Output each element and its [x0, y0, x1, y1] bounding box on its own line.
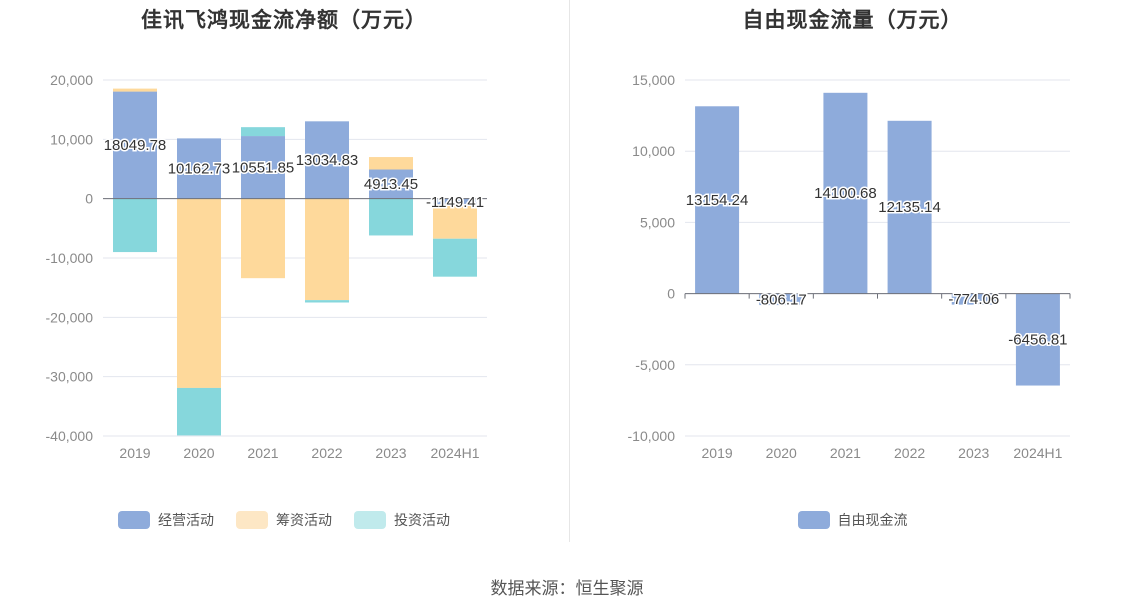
bar-自由现金流-2022: [887, 120, 932, 294]
bar-筹资活动-2020: [177, 198, 221, 388]
bar-经营活动-2019: [113, 91, 157, 199]
bar-投资活动-2023: [369, 198, 413, 236]
y-tick-label: -30,000: [46, 369, 94, 385]
data-label: 10162.73: [168, 161, 231, 178]
data-label: 14100.68: [814, 185, 877, 202]
bar-投资活动-2021: [241, 127, 285, 137]
y-tick-label: -10,000: [46, 250, 94, 266]
data-label: -806.17: [756, 291, 807, 308]
left-chart-svg: 20,000 10,000 0 -10,000 -20,000 -30,000 -40,00…: [46, 72, 487, 461]
legend-item-operating[interactable]: 经营活动: [118, 510, 214, 530]
bar-筹资活动-2019: [113, 88, 157, 92]
data-label: 12135.14: [878, 199, 941, 216]
legend-swatch-operating: [118, 511, 150, 529]
bar-自由现金流-2020: [759, 293, 804, 306]
data-label: 10551.85: [232, 159, 295, 176]
x-tick-label: 2022: [311, 445, 342, 461]
bar-筹资活动-2022: [305, 198, 349, 301]
bar-筹资活动-2021: [241, 198, 285, 279]
legend-swatch-free-cash-flow: [797, 511, 830, 529]
y-tick-label: 20,000: [50, 72, 93, 88]
bar-筹资活动-2024H1: [433, 205, 477, 239]
bar-经营活动-2020: [177, 138, 221, 199]
bar-自由现金流-2021: [823, 92, 868, 294]
bar-经营活动-2022: [305, 121, 349, 199]
legend-label-financing: 筹资活动: [276, 512, 332, 528]
bar-经营活动-2021: [241, 136, 285, 199]
left-chart-title: 佳讯飞鸿现金流净额（万元）: [141, 9, 427, 32]
x-tick-label: 2021: [247, 445, 278, 461]
x-tick-label: 2021: [830, 445, 861, 461]
right-chart-title: 自由现金流量（万元）: [742, 9, 963, 32]
legend-label-free-cash-flow: 自由现金流: [837, 512, 908, 528]
x-tick-label: 2023: [375, 445, 406, 461]
x-tick-label: 2019: [119, 445, 150, 461]
legend-item-investing[interactable]: 投资活动: [354, 510, 450, 530]
right-chart-svg: 15,000 10,000 5,000 0 -5,000 -10,000 2019 2020 2…: [628, 72, 1071, 461]
bar-经营活动-2024H1: [433, 198, 477, 206]
legend-swatch-investing: [354, 511, 386, 529]
data-label: 13034.83: [296, 152, 359, 169]
data-label: -6456.81: [1008, 332, 1067, 349]
bar-自由现金流-2024H1: [1015, 293, 1060, 386]
x-tick-label: 2023: [958, 445, 989, 461]
bar-自由现金流-2019: [695, 106, 740, 294]
right-chart-panel: 自由现金流量（万元） 15,000 10,000 5,000 0 -5,000 -10,0…: [571, 0, 1134, 545]
legend-label-operating: 经营活动: [158, 512, 214, 528]
y-tick-label: -20,000: [46, 309, 94, 325]
data-label: 13154.24: [686, 192, 749, 209]
y-tick-label: -10,000: [628, 428, 676, 444]
y-tick-label: -5,000: [635, 357, 675, 373]
legend-item-free-cash-flow[interactable]: 自由现金流: [797, 510, 908, 530]
data-label: 4913.45: [364, 176, 418, 193]
x-tick-label: 2022: [894, 445, 925, 461]
right-legend: 自由现金流: [571, 510, 1134, 530]
y-tick-label: 10,000: [632, 143, 675, 159]
y-tick-label: 0: [85, 191, 93, 207]
legend-label-investing: 投资活动: [394, 512, 450, 528]
data-source-note: 数据来源：恒生聚源: [490, 579, 644, 598]
data-label: -774.06: [948, 291, 999, 308]
x-tick-label: 2020: [766, 445, 797, 461]
x-tick-label: 2020: [183, 445, 214, 461]
data-label: 18049.78: [104, 137, 167, 154]
y-tick-label: 10,000: [50, 131, 93, 147]
y-tick-label: 15,000: [632, 72, 675, 88]
data-label: -1149.41: [426, 194, 484, 211]
bar-投资活动-2024H1: [433, 238, 477, 277]
x-tick-label: 2019: [702, 445, 733, 461]
left-chart-panel: 佳讯飞鸿现金流净额（万元） 20,000 10,000 0 -10,000 -20,00…: [0, 0, 568, 545]
x-tick-label: 2024H1: [1013, 445, 1062, 461]
bar-投资活动-2022: [305, 300, 349, 303]
bar-投资活动-2019: [113, 198, 157, 253]
bar-自由现金流-2023: [951, 293, 996, 305]
left-legend: 经营活动 筹资活动 投资活动: [0, 510, 568, 530]
legend-item-financing[interactable]: 筹资活动: [236, 510, 332, 530]
bar-筹资活动-2023: [369, 157, 413, 170]
bar-经营活动-2023: [369, 169, 413, 199]
bar-投资活动-2020: [177, 387, 221, 436]
y-tick-label: -40,000: [46, 428, 94, 444]
panel-divider: [569, 0, 570, 542]
x-tick-label: 2024H1: [430, 445, 479, 461]
y-tick-label: 5,000: [640, 214, 675, 230]
y-tick-label: 0: [667, 286, 675, 302]
legend-swatch-financing: [236, 511, 268, 529]
